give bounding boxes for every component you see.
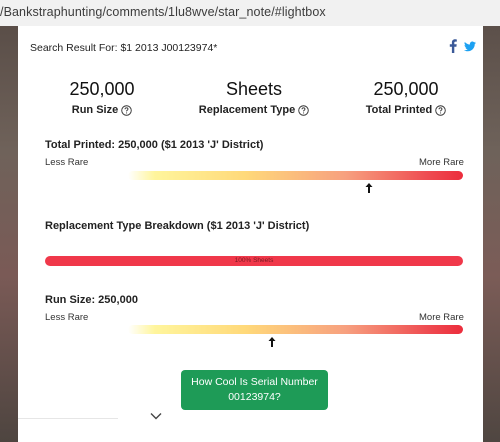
- run-size-label-row: Run Size: [27, 104, 177, 116]
- breakdown-bar: 100% Sheets: [45, 256, 463, 266]
- run-size-label: Run Size: [71, 104, 119, 116]
- browser-url-text[interactable]: /Bankstraphunting/comments/1lu8wve/star_…: [0, 5, 326, 19]
- less-rare-label: Less Rare: [45, 157, 89, 168]
- less-rare-label: Less Rare: [45, 312, 89, 323]
- how-cool-button[interactable]: How Cool Is Serial Number 00123974?: [181, 370, 328, 410]
- total-printed-marker-arrow-icon: [365, 183, 373, 193]
- replacement-type-stat: Sheets Replacement Type: [179, 78, 329, 116]
- facebook-icon[interactable]: [448, 39, 458, 53]
- how-cool-button-line2: 00123974?: [228, 391, 281, 403]
- replacement-type-label: Replacement Type: [198, 104, 296, 116]
- run-size-rarity-bar: [128, 325, 463, 334]
- run-size-value: 250,000: [69, 79, 135, 99]
- total-printed-section-title: Total Printed: 250,000 ($1 2013 'J' Dist…: [45, 139, 264, 151]
- help-icon[interactable]: [121, 104, 132, 116]
- replacement-type-label-row: Replacement Type: [179, 104, 329, 116]
- replacement-type-value: Sheets: [225, 79, 283, 99]
- total-printed-label-row: Total Printed: [331, 104, 481, 116]
- breakdown-section-title: Replacement Type Breakdown ($1 2013 'J' …: [45, 220, 310, 232]
- lightbox-modal: Search Result For: $1 2013 J00123974* 25…: [18, 26, 483, 442]
- help-icon[interactable]: [298, 104, 309, 116]
- browser-url-bar: /Bankstraphunting/comments/1lu8wve/star_…: [0, 0, 500, 26]
- total-printed-value: 250,000: [373, 79, 439, 99]
- run-size-marker-arrow-icon: [268, 337, 276, 347]
- more-rare-label: More Rare: [419, 312, 464, 323]
- total-printed-rarity-bar: [128, 171, 463, 180]
- twitter-icon[interactable]: [464, 41, 476, 52]
- how-cool-button-line1: How Cool Is Serial Number: [191, 376, 318, 388]
- divider: [18, 418, 118, 419]
- search-result-label: Search Result For: $1 2013 J00123974*: [30, 42, 218, 54]
- more-rare-label: More Rare: [419, 157, 464, 168]
- total-printed-label: Total Printed: [365, 104, 433, 116]
- total-printed-stat: 250,000 Total Printed: [331, 78, 481, 116]
- page-backdrop-right: [483, 26, 500, 442]
- page-backdrop-left: [0, 26, 18, 442]
- chevron-down-icon[interactable]: [150, 412, 162, 420]
- run-size-stat: 250,000 Run Size: [27, 78, 177, 116]
- breakdown-bar-label: 100% Sheets: [234, 257, 274, 264]
- help-icon[interactable]: [435, 104, 446, 116]
- run-size-section-title: Run Size: 250,000: [45, 294, 138, 306]
